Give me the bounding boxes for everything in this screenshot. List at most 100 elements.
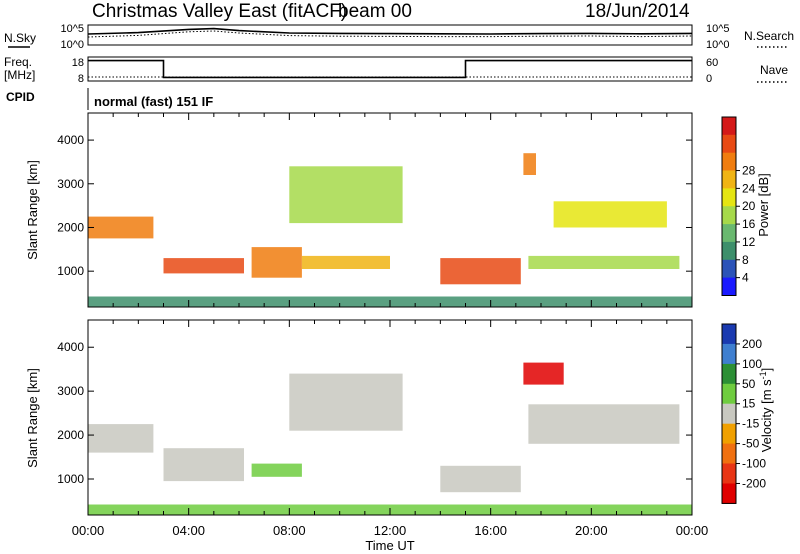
velocity-colorbar-label: Velocity [m s-1]	[758, 368, 774, 453]
power-bands	[88, 153, 692, 307]
velocity-band-1	[163, 448, 244, 482]
velocity-colorbar: 200 100 50 15 -15 -50 -100 -200	[721, 323, 766, 504]
velocity-y-tick-1000: 1000	[57, 472, 84, 486]
power-band-3	[289, 166, 403, 224]
time-tick-label: 20:00	[575, 523, 608, 538]
power-band-6	[528, 255, 680, 269]
velocity-colorbar-tick: 100	[742, 357, 762, 371]
noise-panel: N.Sky 10^5 10^0 10^5 10^0 N.Search	[4, 23, 794, 51]
velocity-colorbar-swatch-2	[722, 363, 736, 385]
power-band-2	[251, 247, 302, 278]
velocity-x-ticks	[87, 320, 693, 515]
velocity-colorbar-tick: -100	[742, 457, 766, 471]
velocity-y-ticks: 1000 2000 3000 4000	[57, 340, 692, 486]
freq-label: Freq.	[4, 55, 32, 69]
power-y-tick-1000: 1000	[57, 264, 84, 278]
noise-left-tick-high: 10^5	[60, 23, 84, 35]
power-band-1	[163, 258, 244, 274]
cpid-label: CPID	[6, 90, 35, 104]
power-colorbar-tick: 24	[742, 181, 756, 195]
date-label: 18/Jun/2014	[585, 1, 690, 22]
power-colorbar-swatch-0	[722, 277, 736, 296]
noise-right-tick-low: 10^0	[706, 39, 730, 51]
power-colorbar-swatch-1	[722, 259, 736, 279]
noise-left-tick-low: 10^0	[60, 39, 84, 51]
power-colorbar-swatch-6	[722, 170, 736, 189]
power-panel: 1000 2000 3000 4000 Slant Range [km] 4 8 12 16…	[25, 112, 771, 308]
power-y-tick-3000: 3000	[57, 177, 84, 191]
velocity-colorbar-swatch-5	[722, 423, 736, 445]
velocity-band-0	[88, 424, 154, 453]
velocity-y-tick-2000: 2000	[57, 428, 84, 442]
power-colorbar-tick: 12	[742, 235, 756, 249]
n-search-label: N.Search	[744, 29, 794, 43]
freq-panel: Freq. [MHz] 18 8 60 0 Nave	[4, 55, 788, 85]
power-x-ticks	[87, 113, 693, 307]
freq-unit-label: [MHz]	[4, 68, 35, 82]
velocity-band-2	[251, 463, 302, 477]
power-colorbar-swatch-9	[722, 117, 736, 136]
figure-title: Christmas Valley East (fitACF)	[92, 1, 347, 22]
velocity-colorbar-tick: 200	[742, 337, 762, 351]
n-sky-label: N.Sky	[4, 31, 36, 45]
velocity-colorbar-swatch-8	[722, 483, 736, 504]
noise-right-tick-high: 10^5	[706, 23, 730, 35]
power-band-7	[553, 201, 667, 228]
freq-tick-high: 18	[72, 57, 84, 69]
power-colorbar: 4 8 12 16 20 24 28	[721, 116, 756, 296]
time-tick-label: 12:00	[374, 523, 407, 538]
time-tick-label: 00:00	[676, 523, 709, 538]
power-band-8	[523, 153, 536, 175]
velocity-colorbar-swatch-6	[722, 443, 736, 464]
velocity-y-tick-4000: 4000	[57, 340, 84, 354]
power-colorbar-swatch-5	[722, 188, 736, 207]
power-y-tick-4000: 4000	[57, 133, 84, 147]
velocity-colorbar-tick: 15	[742, 397, 756, 411]
freq-series	[88, 59, 692, 79]
power-y-ticks: 1000 2000 3000 4000	[57, 133, 692, 278]
time-tick-label: 00:00	[72, 523, 105, 538]
time-axis-label: Time UT	[365, 538, 414, 553]
velocity-band-4	[440, 465, 521, 493]
power-colorbar-tick: 16	[742, 217, 756, 231]
power-y-tick-2000: 2000	[57, 220, 84, 234]
power-colorbar-tick: 28	[742, 164, 756, 178]
velocity-band-6	[523, 362, 564, 385]
velocity-y-tick-3000: 3000	[57, 384, 84, 398]
power-colorbar-swatch-8	[722, 134, 736, 154]
time-axis-ticks: 00:00 04:00 08:00 12:00 16:00 20:00 00:00	[72, 523, 709, 538]
velocity-panel: 1000 2000 3000 4000 Slant Range [km] 200 100…	[25, 319, 774, 516]
velocity-colorbar-tick: -200	[742, 476, 766, 490]
time-tick-label: 08:00	[273, 523, 306, 538]
n-search-series	[87, 30, 693, 38]
power-colorbar-swatch-4	[722, 206, 736, 225]
velocity-colorbar-tick: -15	[742, 417, 760, 431]
power-colorbar-label: Power [dB]	[756, 173, 771, 237]
power-y-axis-label: Slant Range [km]	[25, 160, 40, 260]
velocity-colorbar-tick: -50	[742, 437, 760, 451]
velocity-colorbar-swatch-3	[722, 383, 736, 405]
velocity-colorbar-swatch-7	[722, 463, 736, 484]
velocity-bands	[88, 362, 692, 515]
beam-label: beam 00	[338, 1, 412, 22]
time-tick-label: 16:00	[474, 523, 507, 538]
power-colorbar-swatch-3	[722, 224, 736, 243]
velocity-colorbar-tick: 50	[742, 377, 756, 391]
velocity-colorbar-swatch-1	[722, 343, 736, 365]
power-colorbar-tick: 8	[742, 253, 749, 267]
power-band-4	[301, 255, 390, 269]
power-colorbar-tick: 4	[742, 271, 749, 285]
power-colorbar-tick: 20	[742, 199, 756, 213]
freq-tick-low: 8	[78, 73, 84, 85]
power-band-5	[440, 258, 521, 285]
velocity-y-axis-label: Slant Range [km]	[25, 368, 40, 468]
power-colorbar-swatch-2	[722, 241, 736, 261]
n-sky-series	[87, 27, 693, 35]
nave-tick-high: 60	[706, 57, 718, 69]
nave-tick-low: 0	[706, 73, 712, 85]
nave-label: Nave	[760, 63, 788, 77]
cpid-text: normal (fast) 151 IF	[94, 94, 213, 109]
power-band-0	[88, 216, 154, 239]
velocity-colorbar-swatch-4	[722, 403, 736, 425]
